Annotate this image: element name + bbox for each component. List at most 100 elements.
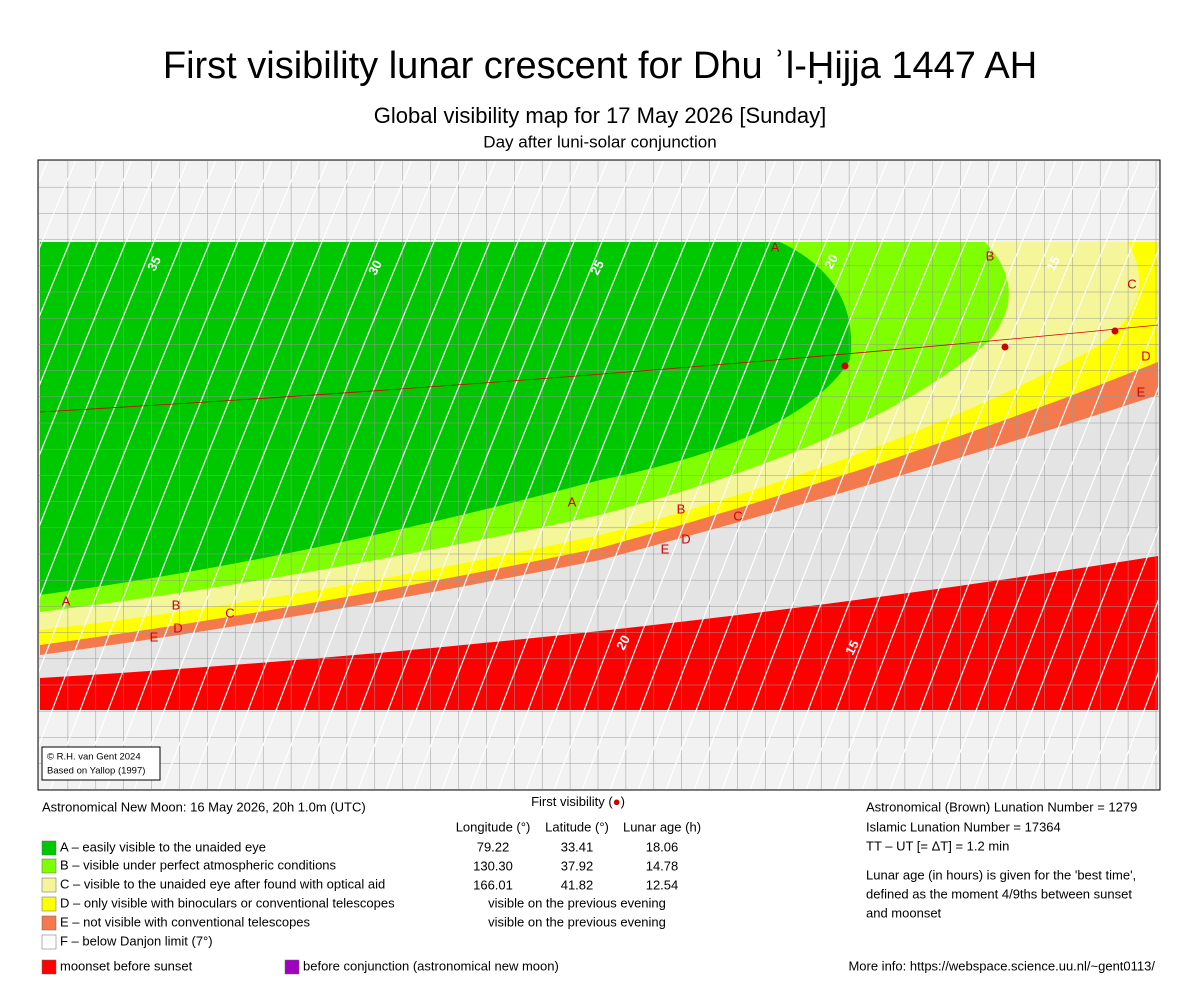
contours <box>0 160 1159 790</box>
info-line: TT – UT [= ΔT] = 1.2 min <box>866 838 1009 853</box>
contour-label: 30 <box>365 258 385 278</box>
contour-line <box>105 161 357 789</box>
ecliptic <box>39 324 1159 413</box>
band-label: C <box>733 508 742 523</box>
contour-label: 35 <box>144 254 164 274</box>
contour-line <box>833 161 1085 789</box>
column-header: Longitude (°) <box>456 819 531 834</box>
credit: © R.H. van Gent 2024 <box>47 752 141 763</box>
column-header: Lunar age (h) <box>623 819 701 834</box>
contour-line <box>581 161 833 789</box>
band-label: C <box>225 605 234 620</box>
contour-line <box>525 161 777 789</box>
band-label: C <box>1127 276 1136 291</box>
contour-label: 15 <box>1043 254 1063 274</box>
polar-zone <box>39 161 1159 242</box>
legend-swatch <box>41 934 57 950</box>
contour-line <box>721 161 973 789</box>
legend-label: moonset before sunset <box>60 958 193 973</box>
legend-label: A – easily visible to the unaided eye <box>60 839 266 854</box>
contour-line <box>39 161 105 319</box>
table-cell: 14.78 <box>646 858 679 873</box>
contour-line <box>329 161 581 789</box>
contour-line <box>805 161 1057 789</box>
legend-label: B – visible under perfect atmospheric co… <box>60 857 337 872</box>
contour-line <box>39 161 245 673</box>
table-cell: 130.30 <box>473 858 513 873</box>
contour-line <box>1029 454 1159 789</box>
contour-line <box>133 161 385 789</box>
contour-line <box>357 161 609 789</box>
contour-line <box>749 161 1001 789</box>
contour-line <box>637 161 889 789</box>
contour-line <box>889 161 1141 789</box>
band-label: D <box>1141 348 1150 363</box>
title: First visibility lunar crescent for Dhu … <box>163 45 1037 87</box>
contour-line <box>0 160 20 790</box>
legend-swatch <box>41 858 57 874</box>
band-label: E <box>661 541 670 556</box>
contour-line <box>39 161 133 388</box>
table-note: visible on the previous evening <box>488 895 666 910</box>
contour-line <box>39 161 217 601</box>
table-title-text: ) <box>621 794 625 809</box>
credit-box <box>41 746 161 781</box>
legend-label: D – only visible with binoculars or conv… <box>60 895 395 910</box>
table-cell: 79.22 <box>477 839 510 854</box>
contour-line <box>39 161 77 251</box>
legend-label: E – not visible with conventional telesc… <box>60 914 311 929</box>
info-line: Astronomical (Brown) Lunation Number = 1… <box>866 799 1137 814</box>
legend-label: F – below Danjon limit (7°) <box>60 933 213 948</box>
legend-swatch <box>41 877 57 893</box>
band-label: A <box>62 593 71 608</box>
contour-line <box>497 161 749 789</box>
table-cell: 166.01 <box>473 877 513 892</box>
info-line: Islamic Lunation Number = 17364 <box>866 819 1061 834</box>
legend-swatch <box>284 959 300 975</box>
grid <box>39 161 1159 789</box>
contour-line <box>441 161 693 789</box>
polar-zone <box>39 710 1159 789</box>
contour-line <box>693 161 945 789</box>
contour-line <box>161 161 413 789</box>
legend-label: C – visible to the unaided eye after fou… <box>60 876 385 891</box>
contour-line <box>39 161 273 747</box>
info-line: and moonset <box>866 905 942 920</box>
contour-line <box>301 161 553 789</box>
credit: Based on Yallop (1997) <box>47 766 145 777</box>
contour-line <box>39 161 189 529</box>
contour-line <box>1113 669 1159 789</box>
contour-label: 20 <box>821 252 841 272</box>
contour-line <box>217 161 469 789</box>
table-title: First visibility (●) <box>531 794 625 809</box>
band-label: B <box>986 248 995 263</box>
contour-line <box>77 161 329 789</box>
info-line: Lunar age (in hours) is given for the 'b… <box>866 867 1136 882</box>
band-label: A <box>568 494 577 509</box>
contour-label: 25 <box>587 258 607 278</box>
contour-line <box>413 161 665 789</box>
visibility-point <box>1111 327 1119 335</box>
contour-line <box>273 161 525 789</box>
contour-line <box>665 161 917 789</box>
contour-line <box>49 161 301 789</box>
visibility-point <box>1001 343 1009 351</box>
band-label: B <box>172 597 181 612</box>
contour-line <box>1001 384 1159 789</box>
contour-line <box>39 161 161 458</box>
band-label: A <box>771 239 780 254</box>
table-cell: 12.54 <box>646 877 679 892</box>
band-label: E <box>1137 384 1146 399</box>
table-title-text: First visibility ( <box>531 794 613 809</box>
contour-line <box>1085 596 1159 789</box>
contour-line <box>861 161 1113 789</box>
more-info: More info: https://webspace.science.uu.n… <box>848 958 1155 973</box>
band-label: B <box>677 501 686 516</box>
band-label: E <box>150 629 159 644</box>
contour-line <box>245 161 497 789</box>
contour-line <box>469 161 721 789</box>
visibility-point <box>841 362 849 370</box>
contour-line <box>609 161 861 789</box>
contour-label: 20 <box>613 633 633 653</box>
